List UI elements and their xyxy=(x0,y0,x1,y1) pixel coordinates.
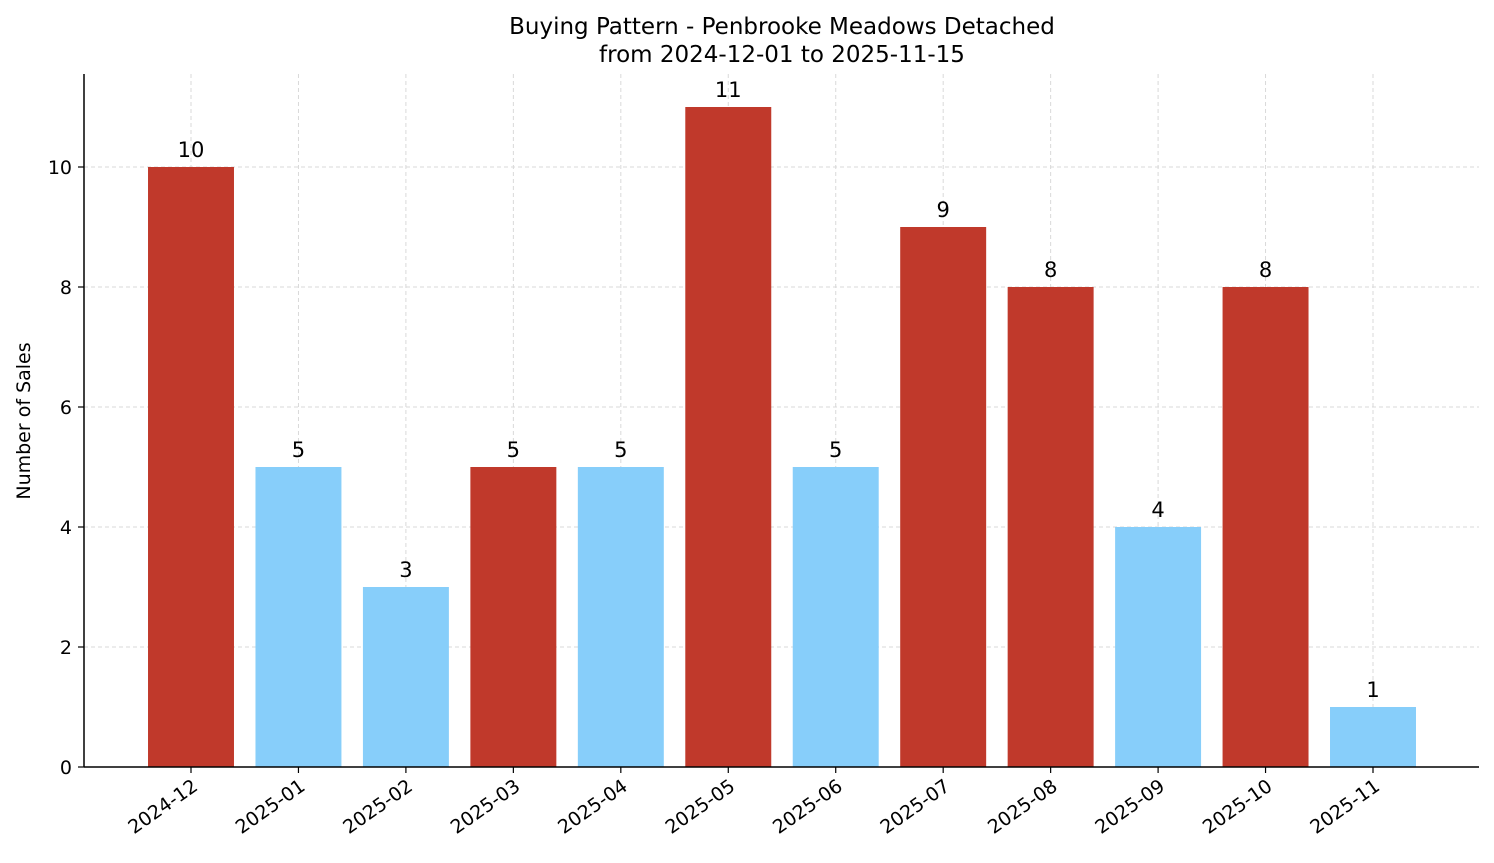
bar-value-label: 4 xyxy=(1151,498,1164,522)
x-tick-label: 2025-05 xyxy=(661,775,739,839)
x-tick-label: 2025-04 xyxy=(554,775,632,839)
bar-value-label: 8 xyxy=(1044,258,1057,282)
bar-value-label: 3 xyxy=(399,558,412,582)
x-tick-label: 2025-10 xyxy=(1199,775,1277,839)
x-tick-label: 2025-01 xyxy=(232,775,310,839)
chart-title-line1: Buying Pattern - Penbrooke Meadows Detac… xyxy=(509,14,1055,40)
x-tick-label: 2025-02 xyxy=(339,775,417,839)
bar-2025-09 xyxy=(1115,527,1202,767)
bar-2025-04 xyxy=(577,467,664,767)
bars-layer xyxy=(148,107,1416,767)
x-tick-label: 2025-11 xyxy=(1306,775,1384,839)
chart-title-line2: from 2024-12-01 to 2025-11-15 xyxy=(599,42,965,68)
bar-2025-03 xyxy=(470,467,557,767)
bar-value-label: 5 xyxy=(829,438,842,462)
y-tick-label: 4 xyxy=(60,517,72,539)
bar-value-label: 10 xyxy=(178,138,205,162)
y-tick-label: 0 xyxy=(60,757,72,779)
bar-value-label: 5 xyxy=(507,438,520,462)
bar-2025-02 xyxy=(362,587,449,767)
axes-layer xyxy=(83,74,1479,768)
y-tick-label: 6 xyxy=(60,397,72,419)
y-tick-label: 8 xyxy=(60,277,72,299)
bar-2025-08 xyxy=(1007,287,1094,767)
y-tick-label: 10 xyxy=(48,157,72,179)
y-tick-label: 2 xyxy=(60,637,72,659)
bar-value-label: 1 xyxy=(1366,678,1379,702)
bar-2025-07 xyxy=(900,227,987,767)
bar-value-label: 9 xyxy=(936,198,949,222)
x-tick-label: 2025-06 xyxy=(769,775,847,839)
bar-value-label: 5 xyxy=(292,438,305,462)
bar-value-label: 5 xyxy=(614,438,627,462)
x-tick-label: 2025-08 xyxy=(984,775,1062,839)
x-tick-label: 2025-07 xyxy=(876,775,954,839)
x-tick-label: 2024-12 xyxy=(124,775,202,839)
bar-value-label: 8 xyxy=(1259,258,1272,282)
bar-2025-10 xyxy=(1222,287,1309,767)
bar-2025-05 xyxy=(685,107,772,767)
bar-2025-11 xyxy=(1330,707,1416,767)
bar-value-label: 11 xyxy=(715,78,742,102)
x-tick-label: 2025-09 xyxy=(1091,775,1169,839)
bar-labels-layer: 10 5 3 5 5 11 5 9 8 4 8 1 xyxy=(178,78,1380,702)
bar-2024-12 xyxy=(148,167,234,767)
x-tick-label: 2025-03 xyxy=(447,775,525,839)
bar-2025-06 xyxy=(792,467,879,767)
y-axis-label: Number of Sales xyxy=(13,342,35,499)
bar-2025-01 xyxy=(255,467,342,767)
